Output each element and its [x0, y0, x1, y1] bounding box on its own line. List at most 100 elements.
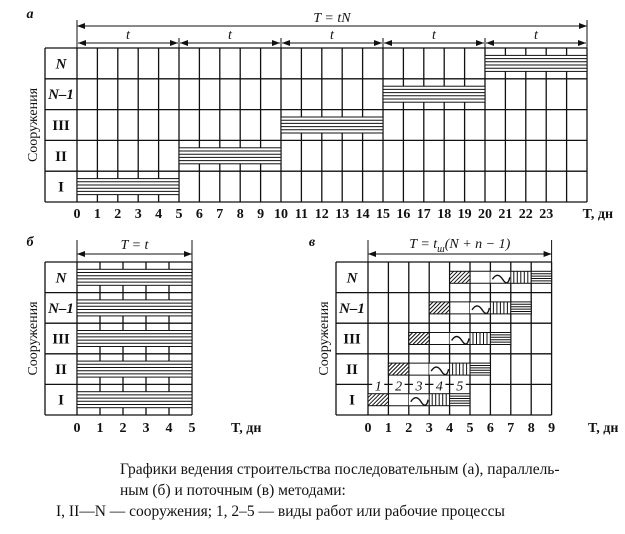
formula-label: T = tш(N + n − 1): [409, 237, 510, 255]
arrow-head-left: [77, 251, 85, 257]
work-bar-vertical: [469, 332, 491, 345]
hatch-line: [388, 362, 401, 376]
work-bar-vertical: [510, 270, 532, 284]
hatch-line: [444, 309, 450, 315]
hatch-line: [404, 370, 410, 376]
row-label: N–1: [47, 301, 74, 317]
arrow-head-right: [374, 40, 382, 46]
hatch-line: [375, 393, 389, 407]
label-bg: [433, 378, 446, 393]
row-label: II: [346, 362, 358, 378]
tick-label: 4: [446, 421, 453, 436]
arrow-head-right: [578, 40, 586, 46]
tick-label: 0: [74, 421, 81, 436]
row-label: I: [58, 393, 64, 409]
work-bar-horizontal: [178, 147, 282, 165]
work-bar-diagonal: [367, 393, 389, 407]
bar-outline: [484, 54, 588, 72]
hatch-line: [449, 270, 458, 280]
hatch-line: [449, 270, 454, 276]
interval-label: t: [228, 28, 233, 43]
hatch-line: [432, 301, 446, 315]
hatch-line: [392, 362, 405, 376]
bar-outline: [76, 360, 193, 378]
work-bar-diagonal: [387, 362, 410, 376]
tick-label: 5: [467, 421, 474, 436]
row-label: N: [55, 270, 68, 286]
row-label: N: [346, 270, 359, 286]
hatch-line: [408, 332, 418, 341]
work-bar-horizontal: [469, 362, 491, 376]
panel-letter: б: [27, 235, 35, 250]
process-label: 3: [415, 379, 423, 394]
tick-label: 15: [376, 207, 390, 222]
bar-outline: [76, 268, 193, 286]
arrow-head-left: [78, 40, 86, 46]
work-bar-diagonal: [428, 301, 451, 315]
tick-label: 3: [426, 421, 433, 436]
work-bar-wavy: [449, 332, 470, 345]
time-unit-label: T, дн: [231, 421, 261, 436]
arrow-head-right: [272, 40, 280, 46]
hatch-line: [461, 274, 471, 284]
tick-label: 7: [507, 421, 514, 436]
y-axis-label: Сооружения: [26, 301, 41, 376]
hatch-line: [367, 393, 381, 407]
hatch-line: [453, 270, 466, 284]
time-unit-label: T, дн: [588, 421, 618, 436]
bar-outline: [489, 332, 512, 345]
tick-label: 0: [74, 207, 81, 222]
tick-label: 14: [356, 207, 370, 222]
arrow-head-right: [184, 251, 192, 257]
bar-outline: [76, 330, 193, 347]
bar-outline: [76, 299, 193, 317]
work-bar-vertical: [449, 362, 471, 376]
wavy-line: [471, 305, 491, 315]
process-label: 4: [436, 379, 443, 394]
tick-label: 16: [396, 207, 410, 222]
tick-label: 1: [97, 421, 104, 436]
hatch-line: [416, 332, 430, 345]
work-bar-diagonal: [408, 332, 430, 345]
tick-label: 6: [487, 421, 494, 436]
work-bar-horizontal: [382, 85, 486, 103]
work-bar-horizontal: [76, 299, 193, 317]
work-bar-horizontal: [530, 270, 553, 284]
hatch-line: [457, 270, 470, 284]
tick-label: 1: [385, 421, 392, 436]
tick-label: 21: [498, 207, 512, 222]
process-label: 5: [456, 379, 463, 394]
caption-line-1: Графики ведения строительства последоват…: [120, 461, 560, 478]
panel-v-grid: [335, 261, 553, 416]
work-bar-wavy: [408, 393, 430, 407]
panel-letter: в: [309, 235, 316, 250]
work-bar-wavy: [490, 270, 511, 284]
tick-label: 23: [539, 207, 553, 222]
hatch-line: [396, 362, 409, 376]
bar-outline: [449, 393, 471, 407]
bar-outline: [530, 270, 553, 284]
caption-line-2: ным (б) и поточным (в) методами:: [120, 482, 346, 499]
arrow-head-right: [476, 40, 484, 46]
row-label: III: [52, 332, 70, 348]
bar-outline: [510, 301, 532, 315]
tick-label: 18: [437, 207, 451, 222]
tick-label: 9: [548, 421, 555, 436]
hatch-line: [428, 301, 434, 307]
hatch-line: [400, 366, 410, 376]
row-label: III: [343, 332, 361, 348]
work-bar-horizontal: [449, 393, 471, 407]
hatch-line: [465, 278, 471, 284]
work-bar-diagonal: [449, 270, 471, 284]
tick-label: 9: [257, 207, 264, 222]
hatch-line: [388, 362, 397, 372]
label-bg: [453, 378, 466, 393]
hatch-line: [379, 396, 389, 407]
process-label: 1: [375, 379, 382, 394]
work-bar-wavy: [470, 301, 491, 315]
tick-label: 19: [458, 207, 472, 222]
bar-outline: [76, 178, 180, 196]
caption-line-3: I, II—N — сооружения; 1, 2–5 — виды рабо…: [56, 503, 505, 520]
y-axis-label: Сооружения: [317, 301, 332, 376]
